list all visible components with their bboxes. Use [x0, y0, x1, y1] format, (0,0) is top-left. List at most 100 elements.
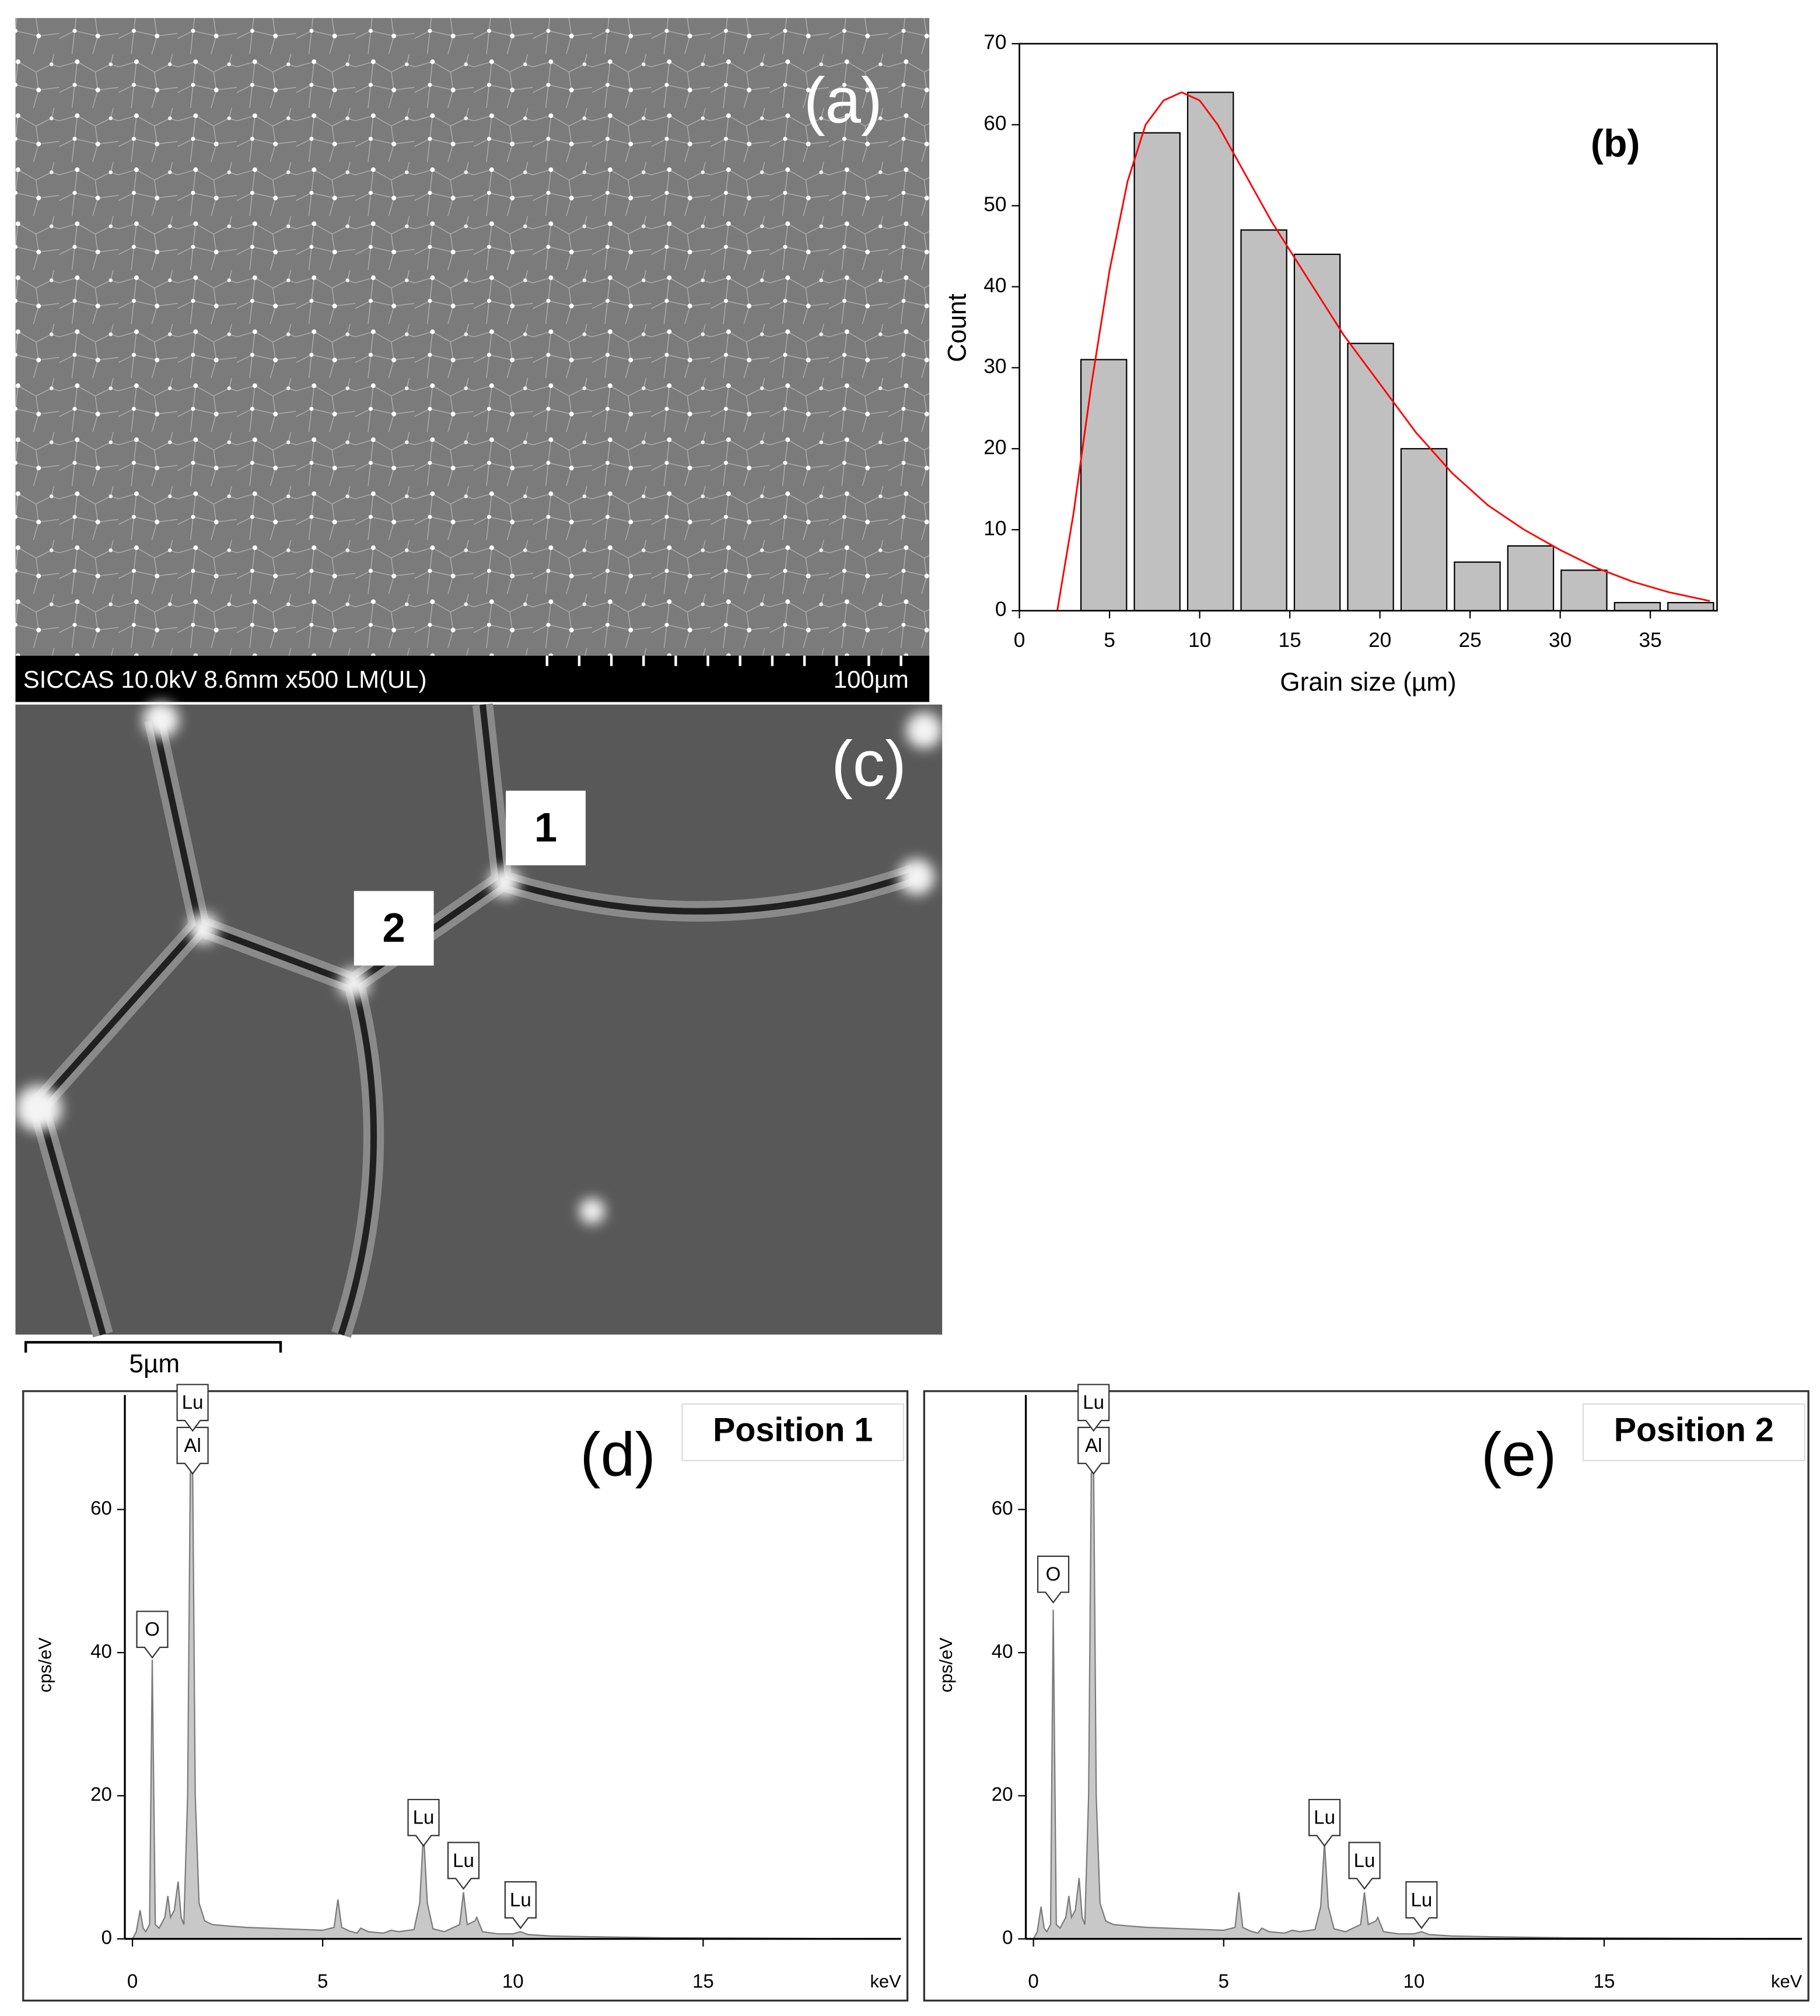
- peak-label-box: [136, 1611, 169, 1659]
- sem-image-a: SICCAS 10.0kV 8.6mm x500 LM(UL) 100µm (a…: [15, 18, 930, 702]
- peak-label: Al: [1085, 1435, 1102, 1457]
- sem-image-c: (c) 1 2 5µm: [15, 702, 943, 1378]
- y-tick-label: 70: [984, 31, 1006, 54]
- peak-label: Lu: [1354, 1850, 1376, 1871]
- chart: 0 20 40 60 0 5 10 15 O Al Lu Lu Lu Lu (e) Position 2 keV…: [923, 1384, 1810, 2002]
- y-tick-label: 50: [984, 193, 1006, 216]
- point-label: 1: [534, 804, 557, 850]
- bar: [1240, 229, 1287, 612]
- peak-label: Lu: [1314, 1807, 1335, 1829]
- panel-label: (a): [804, 65, 883, 136]
- y-tick-label: 60: [984, 112, 1006, 135]
- y-tick-label: 0: [102, 1927, 112, 1949]
- peak-label: O: [1046, 1564, 1061, 1586]
- bar: [1614, 601, 1661, 612]
- point-box: [506, 790, 586, 866]
- x-tick-label: 25: [1458, 629, 1481, 652]
- panel-label: (b): [1591, 123, 1640, 166]
- x-tick-label: 5: [317, 1971, 328, 1992]
- y-tick-label: 60: [90, 1497, 112, 1519]
- peak-label-box: [504, 1881, 537, 1930]
- y-axis-label: cps/eV: [936, 1637, 956, 1693]
- x-tick-label: 15: [692, 1971, 714, 1992]
- x-tick-label: 20: [1368, 629, 1391, 652]
- x-tick-label: 0: [1014, 629, 1026, 652]
- peak-label: Lu: [510, 1889, 531, 1911]
- chart: 0 20 40 60 0 5 10 15 O Al Lu Lu Lu Lu (d) Position 1 keV…: [22, 1384, 909, 2002]
- bar: [1667, 601, 1714, 612]
- y-tick-label: 60: [992, 1497, 1013, 1519]
- scale-text: 100µm: [834, 666, 909, 693]
- bar: [1347, 342, 1394, 612]
- y-tick-label: 40: [90, 1641, 112, 1662]
- x-tick-label: 15: [1594, 1971, 1615, 1992]
- peak-label-box: [1405, 1881, 1438, 1930]
- x-axis-label: keV: [870, 1971, 901, 1992]
- peak-label: Lu: [453, 1850, 474, 1871]
- x-tick-label: 15: [1278, 629, 1301, 652]
- peak-label: Lu: [182, 1392, 204, 1413]
- peak-label-box: [1037, 1555, 1070, 1604]
- x-tick-label: 5: [1104, 629, 1115, 652]
- panel-label: (d): [580, 1420, 655, 1489]
- x-tick-label: 30: [1549, 629, 1572, 652]
- x-axis-label: keV: [1771, 1971, 1803, 1992]
- panel-frame: [923, 1390, 1810, 2002]
- x-tick-label: 5: [1219, 1971, 1229, 1992]
- panel-frame: [22, 1390, 909, 2002]
- bar: [1400, 448, 1448, 612]
- x-tick-label: 10: [502, 1971, 524, 1992]
- bar: [1080, 359, 1128, 612]
- y-axis-label: Count: [943, 293, 971, 362]
- spectrum: [1032, 1459, 1795, 1940]
- bar: [1293, 253, 1341, 612]
- point-box: [354, 891, 434, 966]
- spectrum: [131, 1459, 894, 1940]
- peak-label-box: [1308, 1798, 1341, 1847]
- y-tick-label: 40: [992, 1641, 1013, 1662]
- x-tick-label: 35: [1639, 629, 1662, 652]
- info-bar: [15, 656, 930, 702]
- note-box: [1582, 1403, 1805, 1461]
- point-label: 2: [383, 904, 405, 950]
- scale-text: 5µm: [129, 1349, 180, 1378]
- sem-micrograph: [15, 704, 943, 1335]
- fit-curve: [1056, 91, 1710, 611]
- y-tick-label: 40: [984, 274, 1006, 297]
- peak-label-box: [447, 1842, 480, 1890]
- y-tick-label: 20: [992, 1784, 1013, 1805]
- peak-label: O: [145, 1619, 160, 1640]
- sem-micrograph: [15, 18, 930, 656]
- peak-label: Lu: [413, 1807, 435, 1829]
- peak-label: Lu: [1083, 1392, 1104, 1413]
- x-tick-label: 10: [1188, 629, 1211, 652]
- x-tick-label: 10: [1403, 1971, 1424, 1992]
- y-axis-label: cps/eV: [35, 1637, 55, 1693]
- chart: 0 10 20 30 40 50 60 70 0 5 10 15 20 25 30 35 (b) Grain si…: [943, 31, 1718, 696]
- scale-ticks: [545, 656, 902, 666]
- peak-label-box: [407, 1798, 440, 1847]
- x-tick-label: 0: [1028, 1971, 1038, 1992]
- peak-label: Lu: [1410, 1889, 1432, 1911]
- bar: [1560, 569, 1608, 612]
- bar: [1454, 561, 1501, 612]
- peak-label-box: [176, 1384, 209, 1432]
- info-text: SICCAS 10.0kV 8.6mm x500 LM(UL): [23, 666, 427, 693]
- scale-bar: [24, 1340, 282, 1353]
- note: Position 2: [1614, 1412, 1774, 1449]
- peak-label: Al: [184, 1435, 201, 1457]
- y-tick-label: 0: [1002, 1927, 1013, 1949]
- y-tick-label: 10: [984, 517, 1006, 540]
- plot-frame: [1019, 43, 1718, 612]
- x-tick-label: 0: [127, 1971, 138, 1992]
- y-tick-label: 0: [995, 598, 1007, 621]
- bar: [1186, 92, 1234, 612]
- peak-label-box: [1348, 1842, 1381, 1890]
- bar: [1133, 132, 1181, 612]
- panel-label: (e): [1481, 1420, 1556, 1489]
- bright-spots: [15, 702, 943, 1224]
- note-box: [681, 1403, 905, 1461]
- bar: [1507, 545, 1555, 612]
- peak-label-box: [1077, 1384, 1110, 1432]
